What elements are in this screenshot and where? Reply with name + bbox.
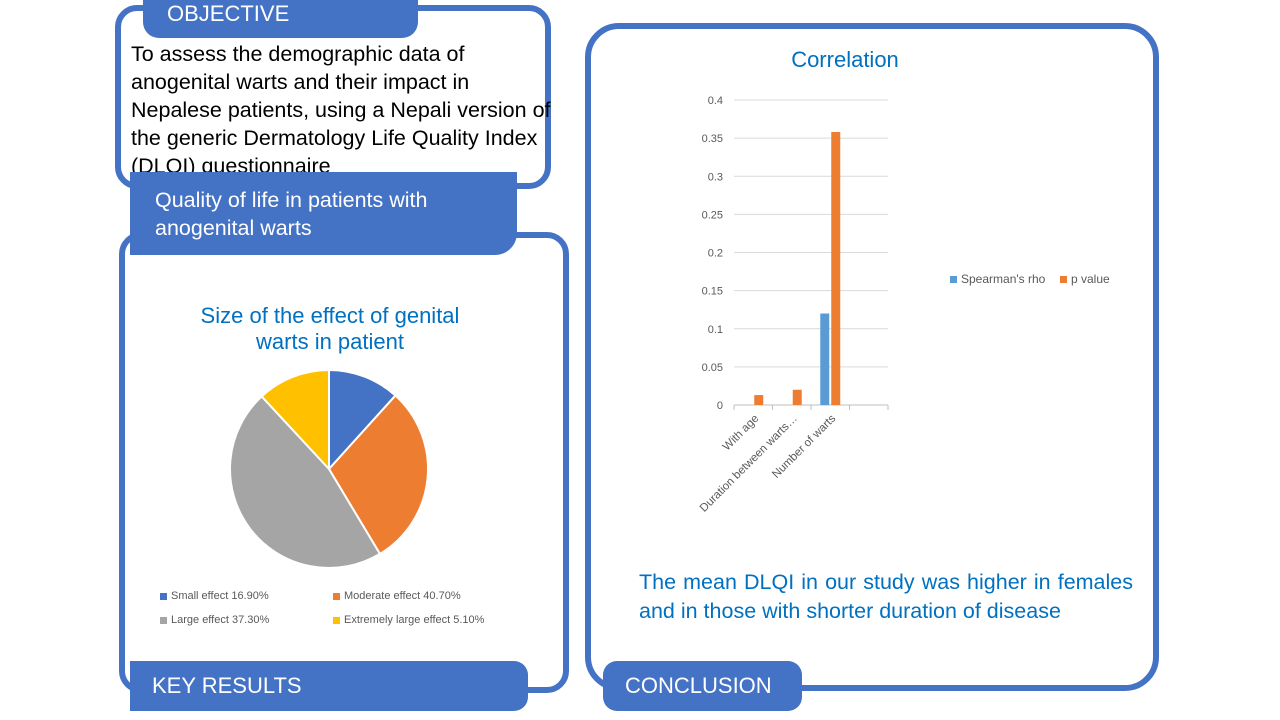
pie-legend-item: Large effect 37.30% — [160, 614, 269, 626]
pie-slice — [260, 368, 330, 472]
legend-swatch — [333, 616, 340, 624]
legend-swatch — [950, 275, 957, 283]
conclusion-box — [585, 23, 1159, 691]
legend-label: Spearman's rho — [961, 272, 1046, 286]
objective-text: To assess the demographic data of anogen… — [131, 42, 551, 178]
pie-slice — [229, 394, 382, 569]
legend-label: Moderate effect 40.70% — [344, 590, 461, 602]
quality-heading: Quality of life in patients with anogeni… — [130, 172, 517, 255]
pie-legend-item: Extremely large effect 5.10% — [333, 614, 484, 626]
legend-label: Small effect 16.90% — [171, 590, 269, 602]
conclusion-text: The mean DLQI in our study was higher in… — [639, 570, 1133, 623]
legend-swatch — [333, 592, 340, 600]
pie-legend-item: Moderate effect 40.70% — [333, 590, 461, 602]
legend-swatch — [160, 616, 167, 624]
bar-legend-item: p value — [1060, 272, 1110, 286]
objective-heading: OBJECTIVE — [143, 0, 418, 38]
bar-legend-item: Spearman's rho — [950, 272, 1045, 286]
legend-label: p value — [1071, 272, 1110, 286]
legend-label: Large effect 37.30% — [171, 614, 270, 626]
key-results-heading: KEY RESULTS — [130, 661, 528, 711]
pie-slice — [327, 394, 429, 556]
pie-chart-title: Size of the effect of genital warts in p… — [200, 303, 460, 354]
conclusion-heading: CONCLUSION — [603, 661, 802, 711]
legend-label: Extremely large effect 5.10% — [344, 614, 485, 626]
pie-slice — [328, 368, 397, 472]
legend-swatch — [160, 592, 167, 600]
pie-legend-item: Small effect 16.90% — [160, 590, 269, 602]
legend-swatch — [1060, 275, 1067, 283]
bar-chart-title: Correlation — [791, 47, 899, 72]
